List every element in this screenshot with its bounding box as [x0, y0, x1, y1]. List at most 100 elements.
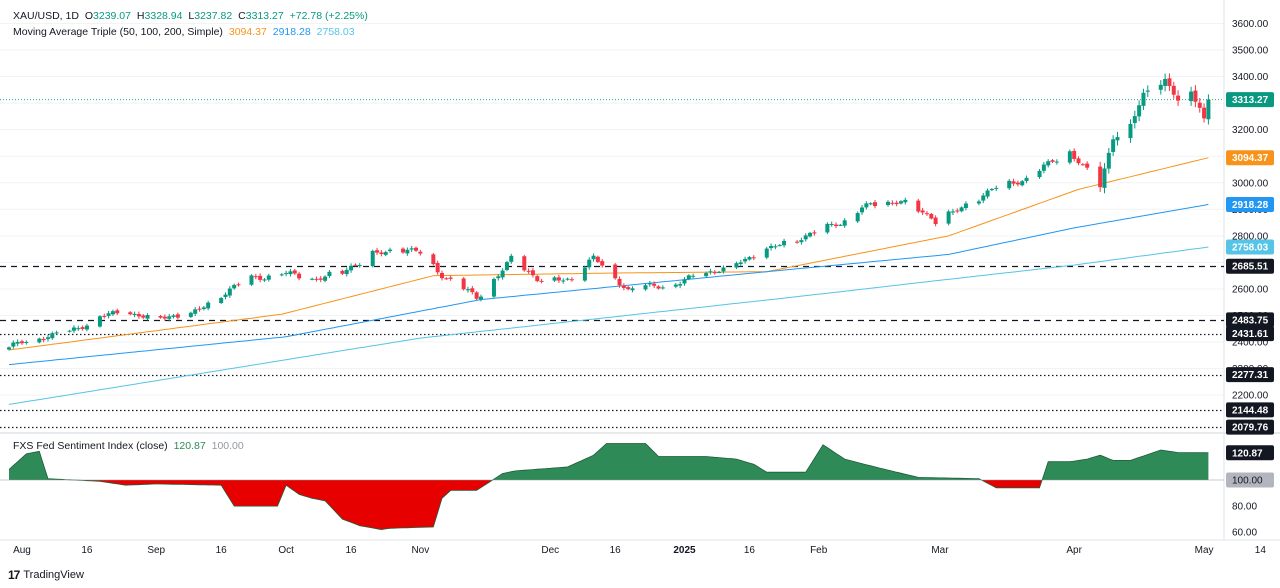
- sentiment-baseline-box: [1226, 472, 1274, 488]
- candle-body: [795, 241, 800, 243]
- candle: [743, 256, 748, 264]
- candle-body: [388, 249, 393, 252]
- time-tick-label: Nov: [411, 545, 429, 556]
- price-label-ma100: 2918.28: [1226, 196, 1274, 212]
- candle: [656, 285, 661, 290]
- ma-title[interactable]: Moving Average Triple (50, 100, 200, Sim…: [13, 26, 223, 38]
- candle-body: [470, 288, 475, 293]
- candle-body: [530, 270, 535, 276]
- candle-body: [448, 277, 453, 279]
- candle: [1189, 86, 1194, 106]
- candle-body: [102, 315, 107, 317]
- time-tick-label: 2025: [673, 545, 696, 556]
- candle-body: [292, 270, 297, 274]
- candle-body: [539, 280, 544, 282]
- candle: [115, 308, 120, 316]
- candle-body: [981, 195, 986, 201]
- candle: [1202, 103, 1207, 123]
- candle-body: [989, 189, 994, 191]
- candle: [340, 269, 345, 276]
- candle-body: [600, 261, 605, 266]
- time-tick-label: Dec: [541, 545, 559, 556]
- price-label-text: 3094.37: [1232, 153, 1269, 164]
- candle: [258, 273, 263, 283]
- candle-body: [1137, 105, 1142, 117]
- candle-body: [1102, 168, 1107, 188]
- candle: [803, 233, 808, 242]
- candle-body: [838, 224, 843, 226]
- candle-body: [621, 285, 626, 288]
- candle-body: [691, 275, 696, 277]
- candle-body: [916, 200, 921, 212]
- candle-body: [418, 251, 423, 254]
- symbol-label[interactable]: XAU/USD, 1D: [13, 10, 79, 22]
- candle: [526, 268, 531, 274]
- price-label-text: 2685.51: [1232, 262, 1269, 273]
- candle: [686, 274, 691, 281]
- candle: [1141, 88, 1146, 110]
- candle: [401, 247, 406, 254]
- candle: [7, 346, 11, 351]
- indicator-title[interactable]: FXS Fed Sentiment Index (close): [13, 440, 168, 452]
- candle: [197, 306, 202, 312]
- time-tick-label: Apr: [1066, 545, 1082, 556]
- candle: [920, 207, 925, 216]
- candle: [855, 211, 860, 224]
- candle-body: [509, 255, 514, 262]
- candle-body: [1197, 102, 1202, 108]
- moving-averages: [8, 157, 1209, 405]
- ma50-value: 3094.37: [228, 26, 267, 38]
- candle-body: [158, 316, 163, 318]
- candle-body: [110, 311, 115, 315]
- candle: [721, 265, 726, 274]
- candle: [145, 313, 150, 321]
- open-value: 3239.07: [93, 10, 131, 22]
- candle: [266, 273, 271, 282]
- candle-body: [84, 325, 89, 330]
- candle: [201, 305, 206, 311]
- candle: [985, 188, 990, 199]
- candle: [929, 212, 934, 220]
- candle-body: [903, 199, 908, 203]
- candle: [15, 339, 20, 347]
- tradingview-logo[interactable]: 17 TradingView: [8, 568, 84, 582]
- price-label-box: [1226, 312, 1274, 328]
- candle: [284, 270, 289, 277]
- price-label-current: 3313.27: [1226, 92, 1274, 108]
- candle-body: [1193, 90, 1198, 102]
- sentiment-baseline-label: 100.00: [1226, 472, 1274, 488]
- time-tick-label: 16: [81, 545, 93, 556]
- candle-body: [375, 250, 380, 253]
- candle: [777, 244, 782, 247]
- candle: [734, 261, 739, 270]
- candle: [344, 267, 349, 277]
- candle: [1158, 80, 1163, 95]
- candle-body: [929, 213, 934, 219]
- candle: [1007, 179, 1012, 191]
- sentiment-pane: [0, 443, 1224, 531]
- candle: [349, 263, 354, 273]
- candle: [916, 198, 921, 214]
- candle-body: [561, 280, 566, 282]
- candle: [894, 200, 899, 207]
- candle-body: [201, 307, 206, 309]
- candle-body: [1111, 139, 1116, 152]
- candle-body: [1080, 164, 1085, 166]
- candle: [1015, 180, 1020, 187]
- price-tick-label: 2200.00: [1232, 391, 1269, 402]
- candle: [491, 277, 496, 298]
- candle: [673, 283, 678, 289]
- candle: [1106, 147, 1111, 174]
- candle: [357, 263, 362, 268]
- candle-body: [747, 257, 752, 260]
- candle: [1193, 85, 1198, 108]
- candle-body: [500, 270, 505, 278]
- candle: [678, 281, 683, 289]
- candle: [193, 307, 198, 317]
- candle: [795, 240, 800, 244]
- candle: [976, 199, 981, 206]
- candle-body: [1037, 170, 1042, 178]
- sentiment-baseline-text: 100.00: [1232, 476, 1263, 487]
- candle-body: [652, 283, 657, 286]
